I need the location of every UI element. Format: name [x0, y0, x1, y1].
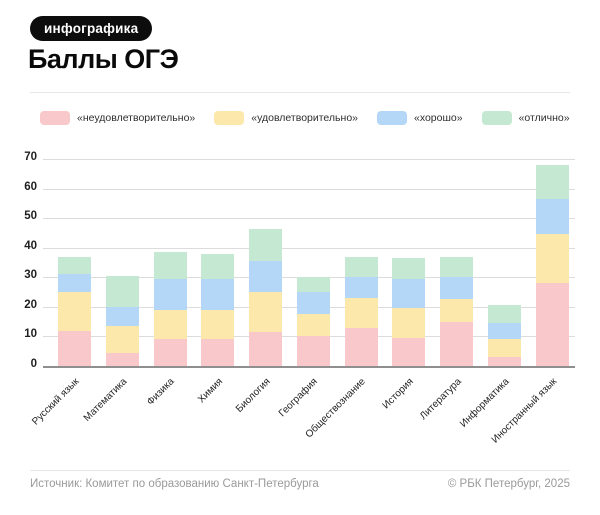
- bar-segment: [201, 278, 235, 310]
- bar-segment: [535, 234, 569, 284]
- x-axis-label: Физика: [145, 376, 177, 408]
- y-tick-label-10: 10: [24, 328, 37, 341]
- bar-segment: [535, 283, 569, 366]
- bar-segment: [487, 305, 521, 324]
- bar-Информатика: [487, 305, 521, 366]
- legend-label: «удовлетворительно»: [251, 112, 358, 124]
- bar-segment: [58, 292, 91, 331]
- bar-segment: [535, 164, 569, 199]
- bar-segment: [105, 326, 139, 353]
- bar-segment: [344, 327, 378, 366]
- legend-swatch-icon: [214, 111, 245, 125]
- x-axis-label: География: [277, 376, 321, 420]
- bar-segment: [58, 330, 91, 366]
- bar-segment: [201, 253, 235, 279]
- bar-segment: [440, 256, 473, 278]
- x-axis-label: Математика: [81, 376, 130, 424]
- bar-Обществознание: [344, 256, 378, 366]
- bar-Литература: [440, 256, 473, 366]
- bar-Иностранный язык: [535, 164, 569, 366]
- x-axis-label: Химия: [195, 376, 225, 406]
- x-axis-label: Русский язык: [30, 376, 82, 428]
- bar-segment: [392, 258, 426, 279]
- legend-item-1: «удовлетворительно»: [214, 111, 358, 125]
- bar-Математика: [105, 275, 139, 366]
- bar-История: [392, 258, 426, 366]
- x-axis-label: Биология: [233, 376, 273, 415]
- page-title: Баллы ОГЭ: [28, 44, 179, 74]
- bar-segment: [153, 278, 187, 310]
- bar-segment: [249, 228, 282, 262]
- bar-Биология: [249, 228, 282, 366]
- y-tick-label-30: 30: [24, 269, 37, 282]
- legend-label: «отлично»: [518, 112, 570, 124]
- bar-segment: [58, 274, 91, 293]
- gridline-40: [43, 247, 575, 249]
- bar-segment: [201, 339, 235, 366]
- bar-segment: [249, 261, 282, 293]
- bar-segment: [344, 256, 378, 278]
- bar-segment: [487, 339, 521, 358]
- header-divider: [30, 92, 570, 93]
- bar-segment: [153, 339, 187, 366]
- bar-segment: [153, 252, 187, 279]
- bar-segment: [535, 198, 569, 235]
- legend-swatch-icon: [481, 111, 512, 125]
- legend-label: «хорошо»: [414, 112, 463, 124]
- y-tick-label-50: 50: [24, 210, 37, 223]
- bar-Химия: [201, 253, 235, 366]
- bar-segment: [153, 309, 187, 340]
- footer-divider: [30, 470, 570, 471]
- bar-segment: [392, 278, 426, 309]
- bar-segment: [249, 292, 282, 332]
- legend-swatch-icon: [40, 111, 70, 125]
- legend-item-0: «неудовлетворительно»: [40, 111, 195, 125]
- bar-География: [296, 277, 330, 366]
- bar-segment: [296, 336, 330, 366]
- infographic-badge: инфографика: [30, 16, 153, 41]
- x-axis-label: История: [380, 376, 416, 412]
- y-tick-label-60: 60: [24, 180, 37, 193]
- bar-Физика: [153, 252, 187, 366]
- y-tick-label-40: 40: [24, 239, 37, 252]
- source-label: Источник: Комитет по образованию Санкт-П…: [30, 478, 319, 490]
- bar-segment: [249, 331, 282, 366]
- x-axis-baseline: [43, 366, 575, 368]
- gridline-50: [43, 218, 575, 220]
- legend-label: «неудовлетворительно»: [77, 112, 196, 124]
- bar-segment: [105, 306, 139, 327]
- bar-segment: [344, 297, 378, 328]
- bar-segment: [392, 308, 426, 338]
- bar-Русский язык: [58, 256, 91, 366]
- bar-segment: [440, 299, 473, 322]
- bar-segment: [487, 323, 521, 340]
- legend-item-3: «отлично»: [481, 111, 570, 125]
- chart-legend: «неудовлетворительно» «удовлетворительно»…: [40, 111, 570, 125]
- bar-segment: [392, 337, 426, 366]
- bar-segment: [296, 314, 330, 337]
- gridline-70: [43, 159, 575, 160]
- bar-segment: [296, 292, 330, 315]
- y-tick-label-0: 0: [30, 358, 37, 370]
- y-tick-label-70: 70: [24, 151, 37, 163]
- bar-segment: [105, 275, 139, 307]
- legend-swatch-icon: [377, 111, 407, 125]
- bar-segment: [440, 321, 473, 366]
- stacked-bar-chart: 70 60 50 40 30 20 10 0 Русский язык Математика Физ…: [24, 151, 575, 446]
- copyright-label: © РБК Петербург, 2025: [447, 478, 570, 490]
- gridline-60: [43, 188, 575, 190]
- bar-segment: [105, 352, 139, 366]
- bar-segment: [296, 277, 330, 293]
- bar-segment: [487, 357, 521, 366]
- bar-segment: [58, 256, 91, 275]
- bar-segment: [440, 277, 473, 300]
- bar-segment: [344, 277, 378, 298]
- x-axis-label: Литература: [417, 376, 464, 423]
- legend-item-2: «хорошо»: [377, 111, 463, 125]
- footer: Источник: Комитет по образованию Санкт-П…: [30, 478, 570, 490]
- y-tick-label-20: 20: [24, 298, 37, 311]
- bar-segment: [201, 309, 235, 340]
- x-axis-label: Информатика: [457, 376, 512, 430]
